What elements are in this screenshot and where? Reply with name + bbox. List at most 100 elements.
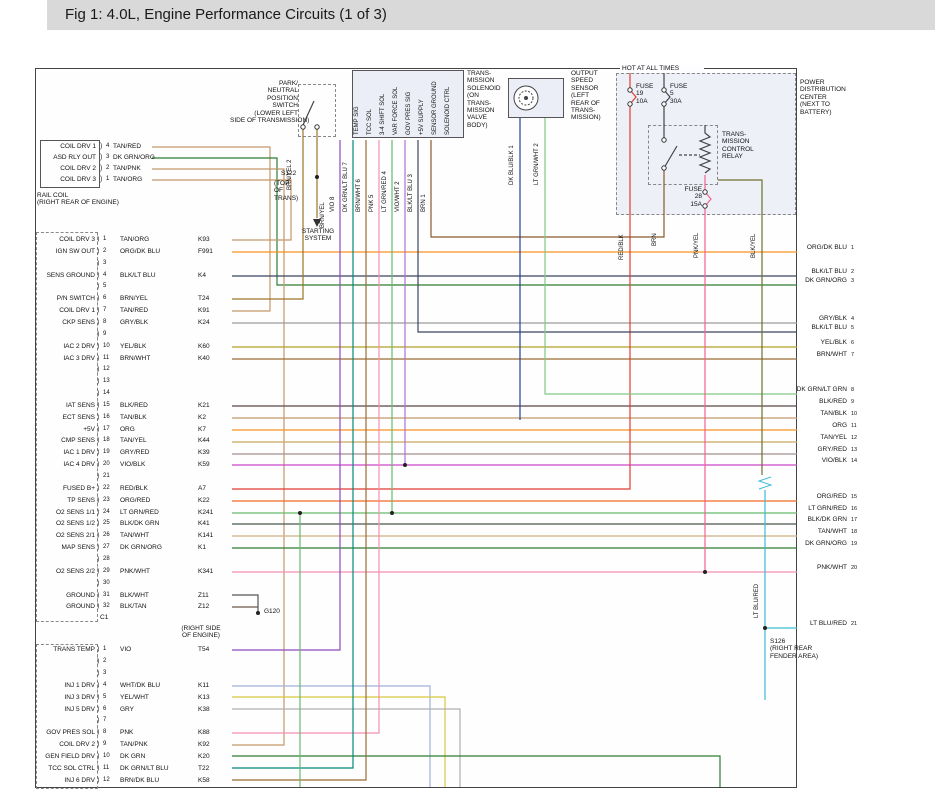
trans-solenoid-label: SOLENOID [467,84,501,92]
pin-bracket: ) [97,342,100,350]
wire-number-right: 12 [851,435,858,441]
wire-label-right: BLK/RED [819,398,847,405]
pin-number: 22 [103,484,110,491]
s122-label: S122 [281,170,297,177]
speed-sensor-label: MISSION) [571,114,601,122]
pin-number: 3 [103,669,107,676]
wire-tan-pnk [152,168,285,746]
pin-function: INJ 5 DRV [64,705,95,713]
speed-sensor-label: SPEED [571,77,594,85]
pin-bracket: ) [97,247,100,255]
trans-pin-var-force-sol: VAR FORCE SOL [393,86,399,135]
terminal-dot [627,87,633,93]
wire-gry [232,708,461,787]
terminal-dot [702,189,708,195]
trans-solenoid-label: TRANS- [467,99,492,107]
splice-dot [703,570,707,574]
wire-name: GRY [120,705,134,713]
pn-switch-label: SWITCH [272,102,298,110]
trans-solenoid-connector-box [352,70,464,138]
circuit-code: K24 [198,318,210,326]
starting-system-label: SYSTEM [304,235,332,243]
wire-name: PNK/WHT [120,567,150,575]
coil-pin-function: COIL DRV 3 [60,176,96,183]
pin-number: 4 [103,681,107,688]
wire-name: VIO/BLK [120,461,146,469]
pin-number: 31 [103,591,110,598]
wire-sym [698,125,712,174]
wire-number-right: 20 [851,565,858,571]
circuit-code: K41 [198,520,210,528]
pin-function: ECT SENS [62,413,95,421]
pn-switch-label: SIDE OF TRANSMISSION) [230,117,310,124]
pn-switch-label: POSITION [266,94,298,102]
wire-name: DK GRN/LT BLU [120,765,169,772]
pin-function: IAC 2 DRV [63,342,95,350]
pin-number: 5 [103,283,107,290]
wire-name: TAN/PNK [120,741,148,749]
g120-location: (RIGHT SIDE [181,625,221,632]
pin-number: 32 [103,603,110,610]
fuse-28-label: 28 [694,193,702,201]
fuse-28-label: 15A [690,200,702,208]
pin-bracket: ) [97,473,100,480]
trans-pin-tcc-sol: TCC SOL [367,108,373,135]
wire-label-right: BRN/WHT [816,351,847,358]
wire-name: TAN/ORG [120,236,150,243]
g120-location: OF ENGINE) [182,632,220,640]
wire-number-right: 9 [851,399,855,405]
pin-function: GEN FIELD DRV [45,753,95,761]
wire-number-right: 11 [851,423,857,429]
wire-yel-wht [232,696,446,787]
wire-label-right: LT GRN/RED [808,505,847,512]
pin-bracket: ) [100,165,103,172]
pin-bracket: ) [97,236,100,243]
wire-label-right: LT BLU/RED [810,620,847,627]
pin-number: 18 [103,437,110,444]
circuit-code: K44 [198,437,210,445]
pin-number: 7 [103,307,107,314]
wire-number-right: 21 [851,621,858,627]
relay-label: CONTROL [722,145,754,153]
wire-label-blkyel: BLK/YEL [751,233,757,258]
wire-number-right: 4 [851,316,855,322]
g120-label: G120 [264,608,280,615]
rail-coil-label: (RIGHT REAR OF ENGINE) [37,199,119,207]
wire-number-right: 5 [851,325,855,331]
pin-number: 15 [103,401,110,408]
pin-bracket: ) [97,484,100,492]
wire-label-brn-1: BRN 1 [421,194,427,212]
wire-number-right: 1 [851,245,855,251]
pin-number: 26 [103,532,110,539]
wire-label-redblk: RED/BLK [619,234,625,260]
pin-bracket: ) [97,705,100,713]
pin-bracket: ) [97,567,100,575]
wire-label-right: GRY/BLK [818,315,847,322]
terminal-dot [661,137,667,143]
pin-number: 1 [103,236,107,242]
trans-pin-temp-sig: TEMP SIG [354,106,360,135]
relay-label: RELAY [722,153,743,161]
wire-name: RED/BLK [120,484,148,492]
c1-label: C1 [100,614,109,621]
wire-number-right: 18 [851,529,858,535]
wire-name: TAN/WHT [120,532,150,540]
circuit-code: T54 [198,646,210,653]
wire-label-right: BLK/LT BLU [811,268,847,275]
pn-switch-label: NEUTRAL [267,87,298,95]
trans-pin-34-shift-sol: 3-4 SHIFT SOL [380,93,386,135]
wire-name: TAN/YEL [120,437,147,445]
wire-name: DK GRN [120,753,146,761]
pn-switch-label: (LOWER LEFT [254,109,298,117]
pin-bracket: ) [97,646,100,653]
wire-label-right: DK GRN/ORG [805,277,847,284]
pin-bracket: ) [97,318,100,326]
pin-bracket: ) [97,366,100,374]
wire-name: BLK/DK GRN [120,520,160,528]
pcm-connector-2-outline [36,644,98,789]
circuit-code: Z11 [198,591,209,599]
pin-function: INJ 1 DRV [64,681,95,689]
pin-bracket: ) [100,143,103,150]
terminal-dot [702,203,708,209]
wire-number-right: 10 [851,411,858,417]
